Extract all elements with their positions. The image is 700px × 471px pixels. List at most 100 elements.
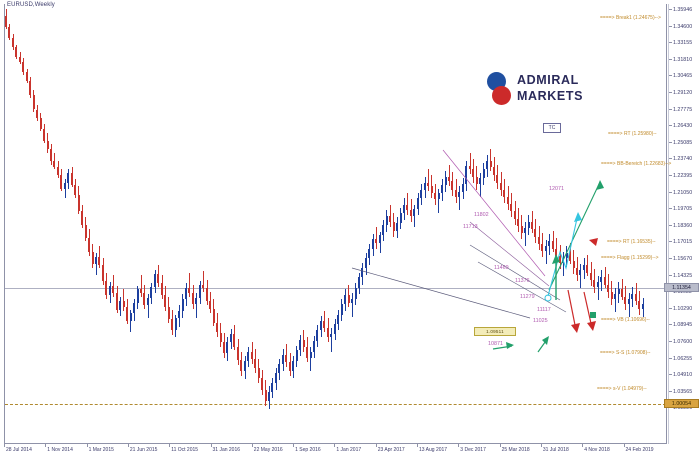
candle [527,4,530,444]
candle [444,4,447,444]
price-tick-label: 1.10290 [669,305,700,313]
tc-marker-box[interactable]: TC [543,123,561,133]
candle-body [261,378,264,391]
candle-wick [407,193,408,215]
candle-body [427,182,430,187]
candle-wick [438,188,439,213]
price-axis[interactable]: 1.35946 1.34600 1.33155 1.31810 1.30465 1.291… [669,0,700,445]
candle-wick [196,292,197,319]
candle [378,4,381,444]
candle-wick [389,205,391,227]
candle [39,4,42,444]
candle [427,4,430,444]
candle-body [139,289,142,293]
candle-body [409,210,412,217]
candle-body [223,342,226,353]
candle [368,4,371,444]
candle-body [572,260,575,268]
candle-body [610,291,613,299]
candle [15,4,18,444]
price-axis-divider [666,4,667,444]
candle-body [437,193,440,200]
candle-wick [597,276,599,301]
price-tick-label: 1.29120 [669,89,700,97]
price-tag: 12071 [549,186,564,192]
candle-wick [376,227,377,249]
candle-body [29,80,32,96]
candle [250,4,253,444]
candle [316,4,319,444]
candle [122,4,125,444]
candle [326,4,329,444]
price-tick-label: 1.15670 [669,255,700,263]
candle-body [91,252,94,265]
candle [319,4,322,444]
candle [25,4,28,444]
candle-body [458,192,461,198]
candle-body [243,361,246,371]
candle-body [479,177,482,184]
candle-body [323,320,326,328]
pending-order-box[interactable]: 1.09511 [474,327,516,336]
candle-body [513,211,516,219]
channel-line-1 [469,244,561,301]
chart-annotation: ====> Break1 (1.24675)--> [600,15,661,21]
chart-annotation: ====> RT (1.25980)-- [608,131,657,137]
candle [136,4,139,444]
candle [544,4,547,444]
symbol-title: EURUSD,Weekly [7,2,55,8]
candle [29,4,32,444]
date-axis[interactable]: 28 Jul 2014 1 Nov 2014 1 Mar 2015 21 Jun 20… [0,444,700,463]
candle-body [423,182,426,190]
candle-body [506,197,509,205]
candle [174,4,177,444]
candle-body [531,222,534,230]
candle-body [122,301,125,308]
candle [53,4,56,444]
candle-body [392,222,395,231]
candle [88,4,91,444]
candle [115,4,118,444]
candle [434,4,437,444]
candle-wick [64,179,66,199]
candle-body [468,165,471,170]
candle [271,4,274,444]
candle-body [402,205,405,213]
candle-body [63,182,66,189]
candle [361,4,364,444]
candle [537,4,540,444]
candle-body [451,181,454,190]
candle-body [475,176,478,184]
candle [589,4,592,444]
support-dashed-line [5,404,666,405]
price-tick-label: 1.19705 [669,205,700,213]
price-axis-divider-secondary [668,4,669,444]
candle [520,4,523,444]
candle-body [586,265,589,273]
candle-body [621,289,623,297]
candle [621,4,623,444]
candle-body [579,270,582,275]
candle [264,4,267,444]
candle [603,4,606,444]
price-tick-label: 1.18360 [669,222,700,230]
price-tick-label: 1.17015 [669,238,700,246]
candle [323,4,326,444]
candle-body [292,361,295,371]
logo-text-markets: MARKETS [517,89,584,103]
candle [524,4,527,444]
date-tick-label: 13 Aug 2017 [416,444,448,453]
candle-body [337,314,340,325]
candle-body [624,296,627,304]
chart-annotation: ====> Flagg (1.15299)--> [601,255,659,261]
candle [22,4,25,444]
arrow-up-small-3-head [506,342,514,349]
candle-body [399,212,402,224]
candle-body [454,189,457,198]
candle [330,4,333,444]
candle-body [461,183,464,193]
plot-area[interactable] [4,4,666,444]
candle [375,4,378,444]
candle [150,4,153,444]
candle-body [472,169,475,177]
